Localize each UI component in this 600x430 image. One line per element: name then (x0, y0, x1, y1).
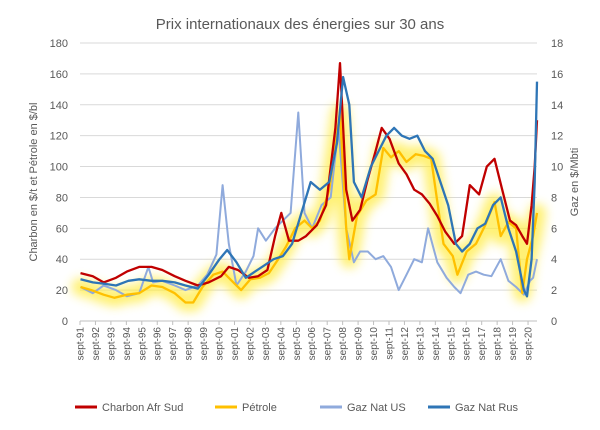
x-tick-label: sept-19 (508, 327, 519, 361)
x-tick-label: sept-91 (76, 327, 87, 361)
x-tick-label: sept-07 (323, 327, 334, 361)
legend-item: Gaz Nat Rus (428, 402, 518, 414)
series-line-0 (80, 61, 539, 287)
y-left-tick-label: 160 (50, 69, 68, 81)
legend-item: Pétrole (215, 402, 277, 414)
y-right-tick-label: 0 (551, 316, 557, 328)
x-tick-label: sept-10 (369, 327, 380, 361)
y-right-tick-label: 8 (551, 192, 557, 204)
x-tick-label: sept-16 (462, 327, 473, 361)
y-right-tick-label: 2 (551, 285, 557, 297)
y-right-tick-label: 10 (551, 162, 563, 174)
x-tick-label: sept-96 (153, 327, 164, 361)
x-tick-label: sept-06 (307, 327, 318, 361)
x-tick-label: sept-02 (245, 327, 256, 361)
y-axis-right-label: Gaz en $/Mbti (569, 148, 581, 216)
x-tick-label: sept-08 (338, 327, 349, 361)
series-layer (80, 61, 539, 304)
y-left-tick-label: 140 (50, 100, 68, 112)
series-line-1 (80, 111, 539, 304)
x-tick-label: sept-20 (524, 327, 535, 361)
y-left-ticks: 0 20 40 60 80 100 120 140 160 180 (50, 38, 68, 328)
y-right-ticks: 0 2 4 6 8 10 12 14 16 18 (551, 38, 563, 328)
y-right-tick-label: 16 (551, 69, 563, 81)
y-right-tick-label: 6 (551, 223, 557, 235)
x-tick-label: sept-12 (400, 327, 411, 361)
x-tick-label: sept-99 (199, 327, 210, 361)
y-left-tick-label: 60 (56, 223, 68, 235)
legend: Charbon Afr Sud Pétrole Gaz Nat US Gaz Nat … (75, 402, 518, 414)
x-tick-label: sept-00 (215, 327, 226, 361)
x-tick-label: sept-05 (292, 327, 303, 361)
x-tick-label: sept-95 (137, 327, 148, 361)
legend-label: Gaz Nat US (347, 402, 406, 414)
x-tick-label: sept-15 (446, 327, 457, 361)
legend-label: Pétrole (242, 402, 277, 414)
y-axis-left-label: Charbon en $/t et Pétrole en $/bl (28, 103, 40, 262)
legend-label: Charbon Afr Sud (102, 402, 183, 414)
x-tick-label: sept-94 (122, 327, 133, 361)
legend-label: Gaz Nat Rus (455, 402, 518, 414)
x-tick-label: sept-03 (261, 327, 272, 361)
y-left-tick-label: 180 (50, 38, 68, 50)
x-tick-label: sept-11 (384, 327, 395, 360)
x-ticks: sept-91 sept-92 sept-93 sept-94 sept-95 sept-… (76, 321, 535, 360)
y-right-tick-label: 4 (551, 254, 557, 266)
legend-item: Charbon Afr Sud (75, 402, 183, 414)
x-tick-label: sept-92 (91, 327, 102, 361)
y-left-tick-label: 100 (50, 162, 68, 174)
x-tick-label: sept-01 (230, 327, 241, 361)
series-line-2 (80, 111, 538, 298)
y-left-tick-label: 40 (56, 254, 68, 266)
series-line-3 (80, 75, 539, 298)
x-tick-label: sept-18 (493, 327, 504, 361)
x-tick-label: sept-04 (276, 327, 287, 361)
y-left-tick-label: 80 (56, 192, 68, 204)
x-tick-label: sept-09 (354, 327, 365, 361)
y-left-tick-label: 0 (62, 316, 68, 328)
y-right-tick-label: 18 (551, 38, 563, 50)
legend-item: Gaz Nat US (320, 402, 406, 414)
x-tick-label: sept-93 (106, 327, 117, 361)
x-tick-label: sept-13 (415, 327, 426, 361)
y-left-tick-label: 120 (50, 131, 68, 143)
x-tick-label: sept-14 (431, 327, 442, 361)
chart-title: Prix internationaux des énergies sur 30 … (156, 16, 445, 33)
y-right-tick-label: 14 (551, 100, 563, 112)
x-tick-label: sept-17 (477, 327, 488, 361)
x-tick-label: sept-98 (184, 327, 195, 361)
y-left-tick-label: 20 (56, 285, 68, 297)
y-right-tick-label: 12 (551, 131, 563, 143)
x-tick-label: sept-97 (168, 327, 179, 361)
